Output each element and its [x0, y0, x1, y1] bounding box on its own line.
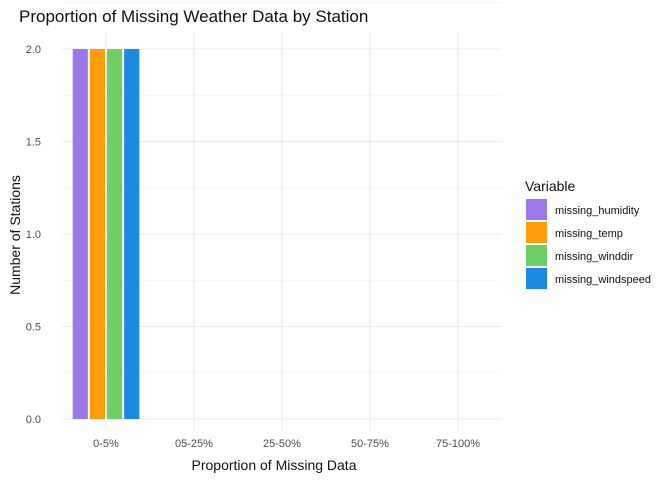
y-tick-label: 1.5 — [26, 137, 41, 149]
chart-title: Proportion of Missing Weather Data by St… — [19, 7, 368, 26]
y-tick-label: 2.0 — [26, 44, 41, 56]
x-tick-label: 25-50% — [263, 438, 301, 450]
x-tick-label: 0-5% — [93, 438, 119, 450]
bar-missing_temp-0 — [89, 49, 105, 419]
y-tick-label: 1.0 — [26, 229, 41, 241]
legend: Variable missing_humidity missing_tempmis… — [525, 178, 651, 289]
bar-missing_winddir-0 — [107, 49, 123, 419]
y-tick-label: 0.5 — [26, 322, 41, 334]
y-axis-ticks: 0.0 0.5 1.0 1.5 2.0 — [26, 44, 41, 426]
legend-label-missing_winddir: missing_winddir — [555, 251, 634, 263]
legend-key-missing_temp — [526, 222, 547, 243]
legend-label-missing_temp: missing_temp — [555, 228, 623, 240]
legend-label-missing_windspeed: missing_windspeed — [555, 274, 651, 286]
legend-key-missing_humidity — [526, 199, 547, 220]
bar-missing_humidity-0 — [72, 49, 88, 419]
x-tick-label: 75-100% — [436, 438, 480, 450]
y-axis-title: Number of Stations — [7, 175, 23, 295]
x-axis-ticks: 0-5% 05-25% 25-50% 50-75% 75-100% — [93, 438, 480, 450]
y-tick-label: 0.0 — [26, 414, 41, 426]
x-axis-title: Proportion of Missing Data — [192, 457, 357, 473]
legend-title: Variable — [525, 178, 576, 194]
bar-missing_windspeed-0 — [124, 49, 140, 419]
x-tick-label: 50-75% — [351, 438, 389, 450]
legend-label-missing_humidity: missing_humidity — [555, 205, 640, 217]
x-tick-label: 05-25% — [175, 438, 213, 450]
bars — [72, 49, 140, 419]
legend-key-missing_windspeed — [526, 268, 547, 289]
legend-key-missing_winddir — [526, 245, 547, 266]
